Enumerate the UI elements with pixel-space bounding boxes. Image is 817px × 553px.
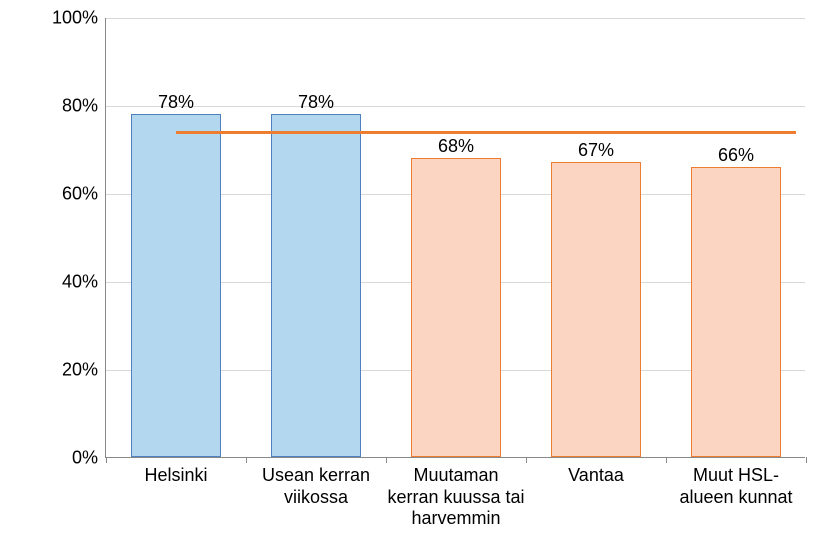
bar [131, 114, 221, 457]
x-tick-label: Usean kerran viikossa [247, 457, 384, 508]
x-tick-label: Helsinki [107, 457, 244, 487]
y-tick-label: 100% [52, 8, 106, 29]
x-tick-label: Muutaman kerran kuussa tai harvemmin [387, 457, 524, 530]
plot-area: 0%20%40%60%80%100%78%Helsinki78%Usean ke… [105, 18, 805, 458]
bar-value-label: 78% [158, 92, 194, 115]
bar-value-label: 68% [438, 136, 474, 159]
x-tick-label: Muut HSL-alueen kunnat [667, 457, 804, 508]
bar [411, 158, 501, 457]
bar [691, 167, 781, 457]
gridline [106, 18, 805, 19]
reference-line [176, 131, 796, 134]
bar [551, 162, 641, 457]
y-tick-label: 80% [62, 96, 106, 117]
x-tick [806, 457, 807, 463]
y-tick-label: 0% [72, 448, 106, 469]
bar-value-label: 67% [578, 140, 614, 163]
gridline [106, 106, 805, 107]
bar-value-label: 78% [298, 92, 334, 115]
y-tick-label: 40% [62, 272, 106, 293]
bar [271, 114, 361, 457]
y-tick-label: 20% [62, 360, 106, 381]
satisfaction-bar-chart: Tyytyväisten asukkaiden osuus (%) 0%20%4… [0, 0, 817, 553]
y-tick-label: 60% [62, 184, 106, 205]
x-tick-label: Vantaa [527, 457, 664, 487]
bar-value-label: 66% [718, 145, 754, 168]
